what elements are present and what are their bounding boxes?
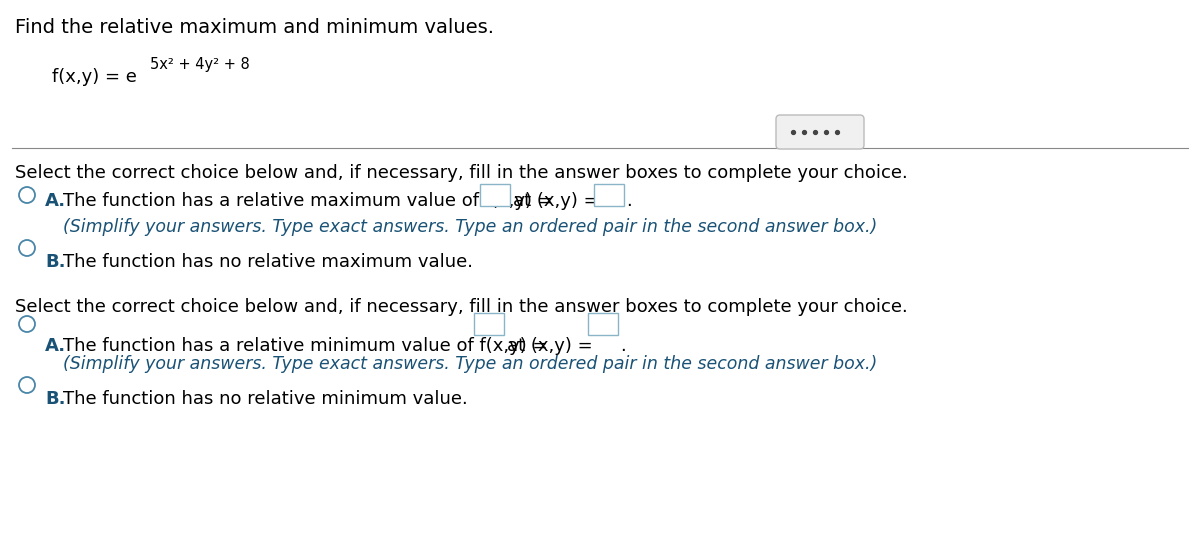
Text: The function has a relative minimum value of f(x,y) =: The function has a relative minimum valu… (64, 337, 547, 355)
FancyBboxPatch shape (588, 313, 618, 335)
Text: Select the correct choice below and, if necessary, fill in the answer boxes to c: Select the correct choice below and, if … (14, 164, 907, 182)
Circle shape (19, 377, 35, 393)
Text: The function has no relative minimum value.: The function has no relative minimum val… (64, 390, 468, 408)
Text: A.: A. (46, 192, 66, 210)
Circle shape (19, 240, 35, 256)
FancyBboxPatch shape (776, 115, 864, 149)
Text: Find the relative maximum and minimum values.: Find the relative maximum and minimum va… (14, 18, 494, 37)
FancyBboxPatch shape (594, 184, 624, 206)
Text: (Simplify your answers. Type exact answers. Type an ordered pair in the second a: (Simplify your answers. Type exact answe… (64, 218, 877, 236)
Text: The function has a relative maximum value of f(x,y) =: The function has a relative maximum valu… (64, 192, 553, 210)
FancyBboxPatch shape (480, 184, 510, 206)
Text: .: . (620, 337, 625, 355)
Text: B.: B. (46, 253, 66, 271)
Text: at (x,y) =: at (x,y) = (514, 192, 599, 210)
Text: at (x,y) =: at (x,y) = (508, 337, 593, 355)
Text: 5x² + 4y² + 8: 5x² + 4y² + 8 (150, 57, 250, 72)
Text: B.: B. (46, 390, 66, 408)
Text: f(x,y) = e: f(x,y) = e (52, 68, 137, 86)
Circle shape (19, 187, 35, 203)
Circle shape (19, 316, 35, 332)
Text: Select the correct choice below and, if necessary, fill in the answer boxes to c: Select the correct choice below and, if … (14, 298, 907, 316)
Text: The function has no relative maximum value.: The function has no relative maximum val… (64, 253, 473, 271)
Text: .: . (626, 192, 631, 210)
Text: (Simplify your answers. Type exact answers. Type an ordered pair in the second a: (Simplify your answers. Type exact answe… (64, 355, 877, 373)
FancyBboxPatch shape (474, 313, 504, 335)
Text: A.: A. (46, 337, 66, 355)
